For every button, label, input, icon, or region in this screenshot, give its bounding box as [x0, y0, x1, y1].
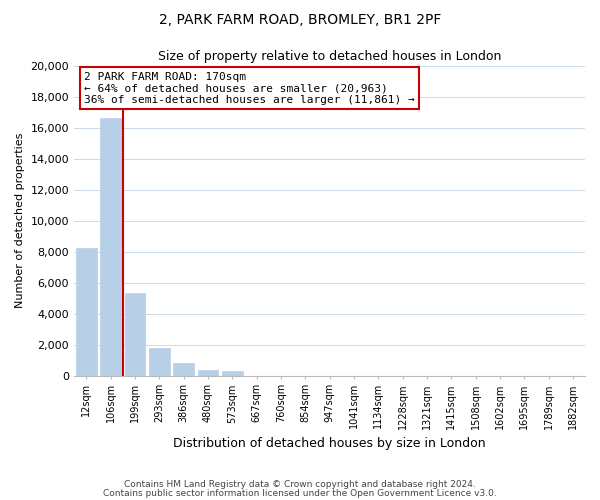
Bar — [125, 294, 145, 376]
X-axis label: Distribution of detached houses by size in London: Distribution of detached houses by size … — [173, 437, 486, 450]
Bar — [100, 118, 121, 376]
Text: Contains HM Land Registry data © Crown copyright and database right 2024.: Contains HM Land Registry data © Crown c… — [124, 480, 476, 489]
Bar — [149, 348, 170, 376]
Title: Size of property relative to detached houses in London: Size of property relative to detached ho… — [158, 50, 501, 63]
Y-axis label: Number of detached properties: Number of detached properties — [15, 133, 25, 308]
Text: Contains public sector information licensed under the Open Government Licence v3: Contains public sector information licen… — [103, 488, 497, 498]
Text: 2, PARK FARM ROAD, BROMLEY, BR1 2PF: 2, PARK FARM ROAD, BROMLEY, BR1 2PF — [159, 12, 441, 26]
Bar — [197, 370, 218, 376]
Bar — [173, 363, 194, 376]
Text: 2 PARK FARM ROAD: 170sqm
← 64% of detached houses are smaller (20,963)
36% of se: 2 PARK FARM ROAD: 170sqm ← 64% of detach… — [84, 72, 415, 105]
Bar — [222, 371, 242, 376]
Bar — [76, 248, 97, 376]
